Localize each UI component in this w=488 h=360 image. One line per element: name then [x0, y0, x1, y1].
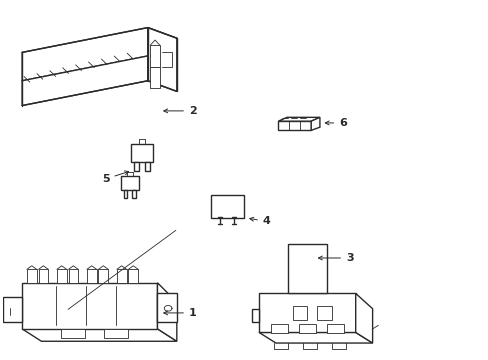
Polygon shape	[278, 117, 319, 121]
Polygon shape	[121, 176, 139, 190]
Polygon shape	[27, 269, 37, 283]
Polygon shape	[147, 28, 177, 67]
Polygon shape	[150, 67, 160, 88]
Polygon shape	[132, 190, 136, 198]
Polygon shape	[210, 195, 243, 218]
Polygon shape	[117, 269, 126, 283]
Polygon shape	[68, 269, 78, 283]
Text: 4: 4	[249, 216, 270, 226]
Polygon shape	[123, 190, 127, 198]
Polygon shape	[98, 269, 108, 283]
Polygon shape	[259, 332, 372, 343]
Polygon shape	[355, 293, 372, 343]
Polygon shape	[150, 45, 160, 67]
Polygon shape	[39, 269, 48, 283]
Polygon shape	[157, 283, 177, 341]
Polygon shape	[278, 121, 310, 130]
Text: 1: 1	[163, 308, 196, 318]
Polygon shape	[104, 329, 128, 338]
Polygon shape	[145, 162, 149, 171]
Text: 3: 3	[318, 253, 353, 263]
Polygon shape	[147, 28, 177, 91]
Text: 6: 6	[325, 118, 346, 128]
Text: 2: 2	[163, 106, 196, 116]
Polygon shape	[22, 56, 147, 105]
Polygon shape	[316, 306, 331, 320]
Polygon shape	[61, 329, 85, 338]
Polygon shape	[131, 144, 153, 162]
Polygon shape	[57, 269, 66, 283]
Polygon shape	[128, 269, 138, 283]
Polygon shape	[287, 244, 326, 293]
Polygon shape	[22, 329, 177, 341]
Polygon shape	[22, 28, 147, 81]
Polygon shape	[3, 297, 22, 322]
Polygon shape	[87, 269, 96, 283]
Polygon shape	[251, 309, 259, 322]
Polygon shape	[326, 324, 344, 333]
Polygon shape	[292, 306, 307, 320]
Text: 5: 5	[102, 171, 128, 184]
Polygon shape	[157, 293, 177, 322]
Polygon shape	[299, 324, 315, 333]
Polygon shape	[310, 117, 319, 130]
Polygon shape	[270, 324, 287, 333]
Polygon shape	[22, 283, 157, 329]
Polygon shape	[134, 162, 139, 171]
Polygon shape	[259, 293, 355, 332]
